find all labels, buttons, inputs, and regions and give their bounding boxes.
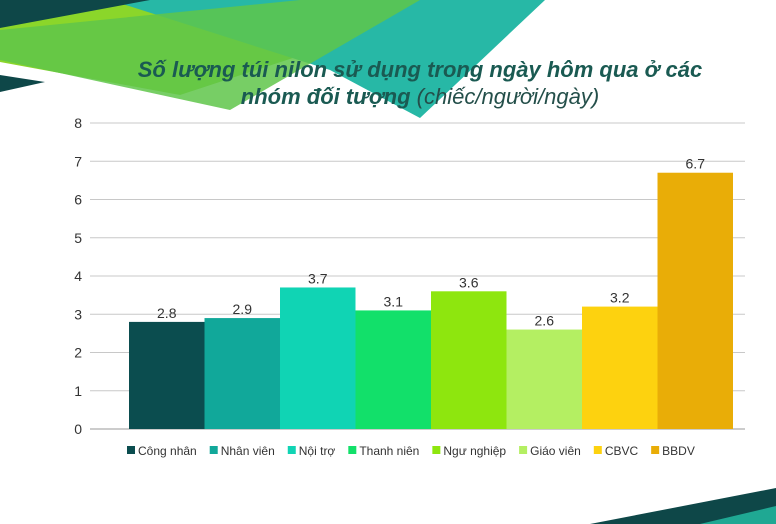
data-label: 3.2 xyxy=(610,290,630,306)
y-tick-label: 1 xyxy=(74,383,82,399)
legend-swatch xyxy=(593,446,602,454)
legend-swatch xyxy=(287,446,296,454)
legend-label: Công nhân xyxy=(138,444,197,458)
y-tick-label: 5 xyxy=(74,230,82,246)
legend-label: Nội trợ xyxy=(299,444,336,458)
bar xyxy=(204,318,280,429)
chart-title-unit: (chiếc/người/ngày) xyxy=(416,84,600,109)
bar xyxy=(431,291,507,429)
data-label: 2.9 xyxy=(233,301,253,317)
legend-label: BBDV xyxy=(662,444,695,458)
legend-label: Nhân viên xyxy=(221,444,275,458)
bar xyxy=(506,329,582,429)
deco-teal-corner-bottom xyxy=(700,506,776,524)
y-tick-label: 4 xyxy=(74,268,82,284)
legend-swatch xyxy=(651,446,660,454)
data-label: 3.6 xyxy=(459,274,479,290)
data-label: 3.1 xyxy=(384,293,404,309)
legend-label: Thanh niên xyxy=(359,444,419,458)
bars xyxy=(129,172,733,429)
legend-swatch xyxy=(432,446,441,454)
data-label: 2.8 xyxy=(157,305,177,321)
data-label: 6.7 xyxy=(686,156,706,172)
y-tick-label: 3 xyxy=(74,306,82,322)
legend: Công nhân Nhân viên Nội trợ Thanh niên Ngư n… xyxy=(127,444,695,458)
legend-label: Giáo viên xyxy=(530,444,581,458)
bar xyxy=(355,310,431,429)
legend-swatch xyxy=(348,446,357,454)
legend-label: Ngư nghiệp xyxy=(443,444,506,458)
y-tick-label: 2 xyxy=(74,345,82,361)
bar xyxy=(582,306,658,429)
legend-swatch xyxy=(127,446,135,454)
deco-dark-corner-top xyxy=(0,0,150,28)
data-label: 3.7 xyxy=(308,270,328,286)
y-tick-label: 7 xyxy=(74,153,82,169)
chart-title: Số lượng túi nilon sử dụng trong ngày hô… xyxy=(120,56,720,110)
y-axis-ticks: 0 1 2 3 4 5 6 7 8 xyxy=(74,115,82,437)
data-labels: 2.8 2.9 3.7 3.1 3.6 2.6 3.2 6.7 xyxy=(157,156,705,329)
bar xyxy=(129,321,205,429)
chart-title-main: Số lượng túi nilon sử dụng trong ngày hô… xyxy=(137,57,703,109)
y-tick-label: 6 xyxy=(74,192,82,208)
y-tick-label: 0 xyxy=(74,421,82,437)
bar xyxy=(657,172,733,429)
y-tick-label: 8 xyxy=(74,115,82,131)
legend-swatch xyxy=(519,446,528,454)
legend-label: CBVC xyxy=(605,444,639,458)
legend-swatch xyxy=(209,446,218,454)
data-label: 2.6 xyxy=(535,313,555,329)
deco-dark-corner-bottom xyxy=(590,488,776,524)
bar xyxy=(280,287,356,429)
deco-green-shape xyxy=(0,0,420,110)
deco-dark-band-left xyxy=(0,75,45,92)
